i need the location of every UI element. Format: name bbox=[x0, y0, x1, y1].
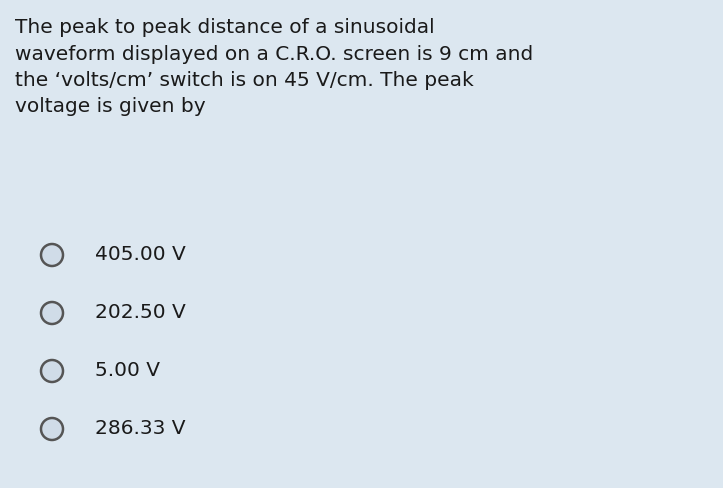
Circle shape bbox=[41, 418, 63, 440]
Text: 405.00 V: 405.00 V bbox=[95, 245, 186, 264]
Text: 202.50 V: 202.50 V bbox=[95, 304, 186, 323]
Text: 5.00 V: 5.00 V bbox=[95, 362, 160, 381]
Circle shape bbox=[41, 302, 63, 324]
Text: 286.33 V: 286.33 V bbox=[95, 420, 186, 439]
Text: The peak to peak distance of a sinusoidal
waveform displayed on a C.R.O. screen : The peak to peak distance of a sinusoida… bbox=[15, 18, 534, 117]
Circle shape bbox=[41, 360, 63, 382]
Circle shape bbox=[41, 244, 63, 266]
